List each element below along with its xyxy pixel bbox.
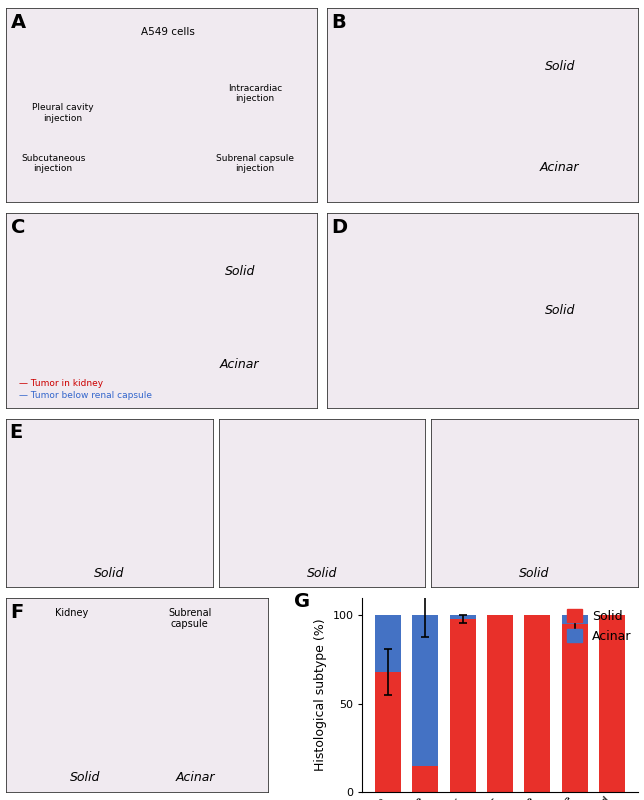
Text: G: G xyxy=(294,592,310,611)
Y-axis label: Histological subtype (%): Histological subtype (%) xyxy=(314,618,327,771)
Text: A549 cells: A549 cells xyxy=(141,27,195,38)
Text: — Tumor below renal capsule: — Tumor below renal capsule xyxy=(19,391,152,400)
Bar xyxy=(375,672,401,792)
Text: F: F xyxy=(10,602,24,622)
Text: Subcutaneous
injection: Subcutaneous injection xyxy=(21,154,85,173)
Text: Acinar: Acinar xyxy=(220,358,260,371)
Text: C: C xyxy=(11,218,26,238)
Text: A: A xyxy=(11,13,26,32)
Bar xyxy=(450,619,476,792)
Text: E: E xyxy=(10,423,23,442)
Text: Pleural cavity
injection: Pleural cavity injection xyxy=(32,103,93,122)
Text: Solid: Solid xyxy=(307,567,337,580)
Bar xyxy=(524,615,551,792)
Bar xyxy=(450,615,476,619)
Text: Subrenal capsule
injection: Subrenal capsule injection xyxy=(216,154,294,173)
Bar xyxy=(375,615,401,672)
Text: Acinar: Acinar xyxy=(540,161,580,174)
Bar xyxy=(599,615,625,792)
Text: Subrenal
capsule: Subrenal capsule xyxy=(168,607,211,629)
Text: Solid: Solid xyxy=(519,567,549,580)
Text: Kidney: Kidney xyxy=(55,607,89,618)
Bar xyxy=(412,766,439,792)
Text: — Tumor in kidney: — Tumor in kidney xyxy=(19,379,103,388)
Text: Solid: Solid xyxy=(545,60,575,73)
Legend: Solid, Acinar: Solid, Acinar xyxy=(562,604,637,647)
Bar xyxy=(412,615,439,766)
Text: Intracardiac
injection: Intracardiac injection xyxy=(228,84,282,103)
Bar xyxy=(562,624,588,792)
Bar xyxy=(562,615,588,624)
Text: D: D xyxy=(331,218,348,238)
Text: Acinar: Acinar xyxy=(175,771,215,784)
Text: Solid: Solid xyxy=(70,771,100,784)
Text: Solid: Solid xyxy=(224,265,255,278)
Bar xyxy=(487,615,513,792)
Text: B: B xyxy=(331,13,346,32)
Text: Solid: Solid xyxy=(545,304,575,317)
Text: Solid: Solid xyxy=(95,567,125,580)
